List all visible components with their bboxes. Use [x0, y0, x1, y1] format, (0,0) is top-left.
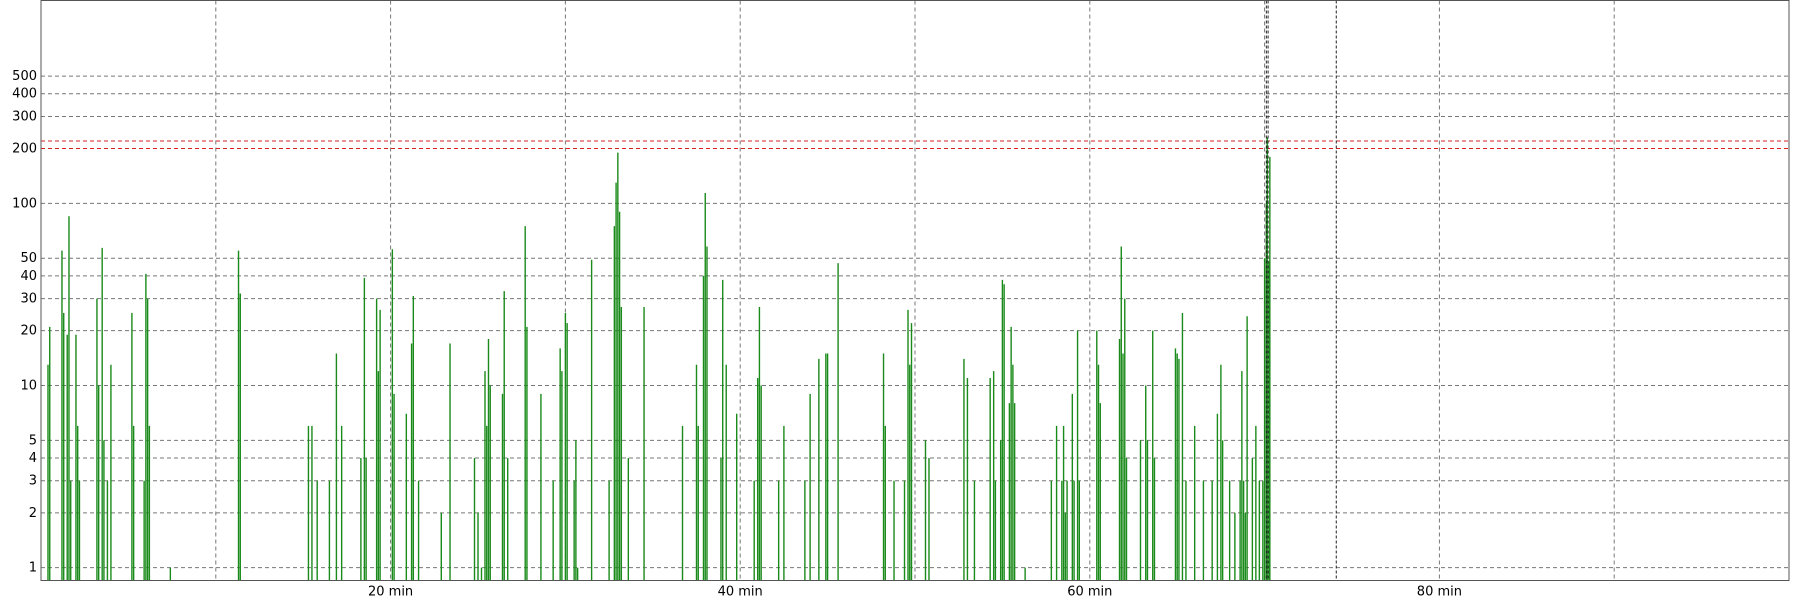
- y-tick-label: 20: [20, 324, 37, 339]
- y-tick-labels: 1 2 3 4 5 10 20 30 40 50 100 200 300 400 500: [12, 69, 37, 576]
- plot-frame: [40, 0, 1790, 581]
- grid: [41, 0, 1789, 581]
- x-tick-labels: 20 min 40 min 60 min 80 min: [368, 585, 1462, 600]
- threshold-lines: [41, 140, 1789, 150]
- y-tick-label: 100: [12, 196, 37, 211]
- vertical-markers: [1265, 0, 1337, 581]
- bars: [47, 137, 1271, 581]
- y-tick-label: 4: [29, 451, 37, 466]
- x-tick-label: 40 min: [718, 585, 763, 600]
- y-tick-label: 500: [12, 69, 37, 84]
- y-tick-label: 5: [29, 433, 37, 448]
- y-tick-label: 50: [20, 251, 37, 266]
- y-tick-label: 10: [20, 379, 37, 394]
- y-tick-label: 1: [29, 561, 37, 576]
- y-tick-label: 400: [12, 87, 37, 102]
- x-tick-label: 60 min: [1067, 585, 1112, 600]
- x-tick-label: 80 min: [1417, 585, 1462, 600]
- y-tick-label: 40: [20, 269, 37, 284]
- x-tick-label: 20 min: [368, 585, 413, 600]
- y-tick-label: 30: [20, 292, 37, 307]
- y-tick-label: 200: [12, 142, 37, 157]
- y-tick-label: 2: [29, 506, 37, 521]
- y-tick-label: 3: [29, 474, 37, 489]
- y-tick-label: 300: [12, 109, 37, 124]
